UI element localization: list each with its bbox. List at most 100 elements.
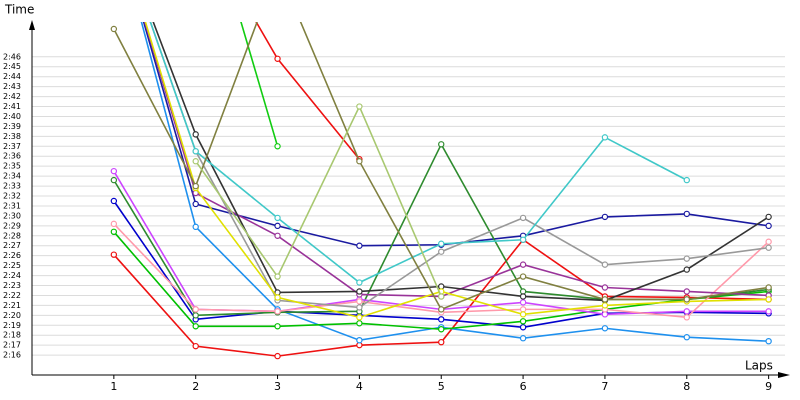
point <box>356 298 363 305</box>
point <box>274 352 281 360</box>
point <box>356 314 363 321</box>
y-tick-label: 2:35 <box>3 162 21 171</box>
point <box>683 296 690 303</box>
point <box>110 197 118 205</box>
point <box>683 314 690 321</box>
y-tick-label: 2:17 <box>3 341 21 350</box>
y-tick-label: 2:18 <box>3 331 21 340</box>
point <box>356 320 363 327</box>
point <box>438 240 445 247</box>
point <box>192 148 199 155</box>
point <box>683 288 690 295</box>
point <box>683 308 690 315</box>
y-tick-label: 2:27 <box>3 241 21 250</box>
y-tick-label: 2:31 <box>3 201 21 210</box>
y-tick-label: 2:26 <box>3 251 21 260</box>
point <box>356 336 363 344</box>
y-tick-label: 2:39 <box>3 122 21 131</box>
y-tick-label: 2:33 <box>3 182 21 191</box>
point <box>519 261 527 268</box>
y-tick-label: 2:22 <box>3 291 21 300</box>
series-line <box>144 22 769 319</box>
point <box>438 293 445 300</box>
y-axis-label: Time <box>4 3 34 17</box>
point <box>356 242 363 249</box>
x-arrow <box>778 372 790 378</box>
point <box>356 279 363 286</box>
point <box>192 200 199 208</box>
point <box>438 316 445 323</box>
point <box>765 296 772 303</box>
point <box>765 244 772 251</box>
point <box>110 228 118 236</box>
y-tick-label: 2:41 <box>3 102 21 111</box>
series-line <box>255 22 361 160</box>
y-tick-label: 2:38 <box>3 132 21 141</box>
point <box>274 294 281 301</box>
plot-area <box>110 22 772 360</box>
y-tick-label: 2:30 <box>3 211 21 220</box>
point <box>683 266 690 273</box>
x-tick-label: 5 <box>438 380 445 393</box>
x-tick-label: 2 <box>192 380 199 393</box>
point <box>110 167 118 175</box>
point <box>192 182 199 190</box>
y-tick-label: 2:34 <box>3 172 21 181</box>
point <box>274 323 281 330</box>
point <box>683 210 690 218</box>
point <box>110 25 118 33</box>
point <box>519 311 527 318</box>
point <box>438 306 445 313</box>
x-tick-label: 1 <box>110 380 117 393</box>
point <box>601 284 609 291</box>
y-tick-label: 2:20 <box>3 311 21 320</box>
series-line <box>113 223 770 319</box>
point <box>274 143 281 150</box>
point <box>519 299 527 306</box>
point <box>519 273 527 280</box>
y-tick-label: 2:21 <box>3 301 21 310</box>
point <box>274 308 281 315</box>
point <box>519 214 527 222</box>
point <box>438 248 445 255</box>
point <box>110 176 118 184</box>
y-tick-label: 2:40 <box>3 112 21 121</box>
point <box>765 213 772 221</box>
y-tick-label: 2:25 <box>3 261 21 270</box>
point <box>601 296 609 303</box>
point <box>192 342 199 350</box>
point <box>438 326 445 333</box>
point <box>683 176 690 184</box>
point <box>765 238 772 245</box>
point <box>683 334 690 341</box>
grid <box>32 56 785 356</box>
point <box>601 325 609 332</box>
x-tick-label: 4 <box>356 380 363 393</box>
point <box>683 255 690 262</box>
y-tick-label: 2:46 <box>3 52 21 61</box>
point <box>765 284 772 291</box>
point <box>765 337 772 345</box>
point <box>356 158 363 165</box>
series-line <box>195 104 442 297</box>
point <box>274 232 281 239</box>
series-line <box>113 22 769 311</box>
point <box>519 236 527 243</box>
point <box>110 220 118 228</box>
point <box>110 251 118 258</box>
point <box>274 214 281 222</box>
y-tick-label: 2:44 <box>3 72 21 81</box>
y-tick-label: 2:29 <box>3 221 21 230</box>
point <box>274 273 281 280</box>
x-axis-label: Laps <box>745 359 773 373</box>
point <box>192 223 199 231</box>
y-tick-label: 2:28 <box>3 231 21 240</box>
point <box>356 288 363 295</box>
y-tick-label: 2:32 <box>3 192 21 201</box>
point <box>192 312 199 319</box>
x-tick-label: 6 <box>520 380 527 393</box>
point <box>438 141 445 148</box>
point <box>765 308 772 315</box>
